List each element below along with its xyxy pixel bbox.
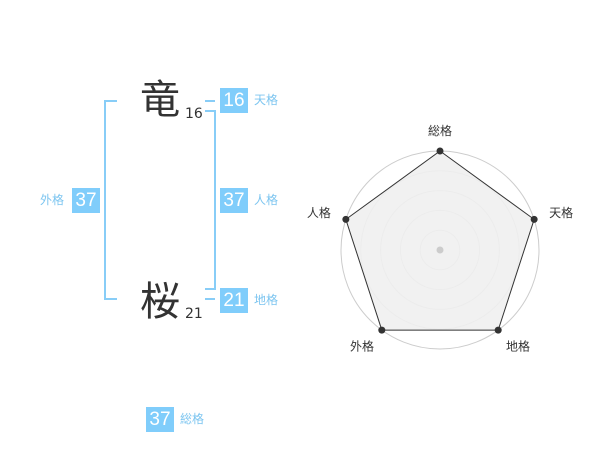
given-strokes: 21: [185, 306, 203, 322]
surname-strokes: 16: [185, 106, 203, 122]
tenkaku-label: 天格: [254, 93, 279, 107]
chikaku-connector: [205, 298, 215, 300]
radar-axis-label: 総格: [428, 123, 452, 138]
bracket-stub: [104, 298, 117, 300]
radar-center: [436, 246, 444, 254]
bracket-stub: [205, 288, 216, 290]
radar-point: [342, 215, 350, 223]
jinkaku-label: 人格: [254, 193, 279, 207]
soukaku-label: 総格: [180, 412, 205, 426]
jinkaku-bracket: [214, 110, 216, 290]
radar-axis-label: 外格: [350, 338, 374, 353]
jinkaku-value: 37: [220, 188, 248, 213]
given-char: 桜: [140, 279, 180, 325]
gaikaku-label: 外格: [40, 193, 65, 207]
radar-point: [530, 215, 538, 223]
soukaku-value: 37: [146, 407, 174, 432]
radar-axis-label: 人格: [307, 205, 331, 220]
radar-point: [436, 147, 444, 155]
gaikaku-value: 37: [72, 188, 100, 213]
radar-point: [494, 326, 502, 334]
tenkaku-value: 16: [220, 88, 248, 113]
chikaku-value: 21: [220, 288, 248, 313]
radar-polygon: [345, 150, 535, 331]
chikaku-label: 地格: [254, 293, 279, 307]
radar-axis-label: 地格: [506, 338, 530, 353]
surname-char: 竜: [140, 77, 180, 123]
bracket-stub: [104, 100, 117, 102]
radar-point: [378, 326, 386, 334]
bracket-stub: [205, 110, 216, 112]
gaikaku-bracket: [104, 100, 106, 300]
radar-axis-label: 天格: [549, 205, 573, 220]
tenkaku-connector: [205, 100, 215, 102]
